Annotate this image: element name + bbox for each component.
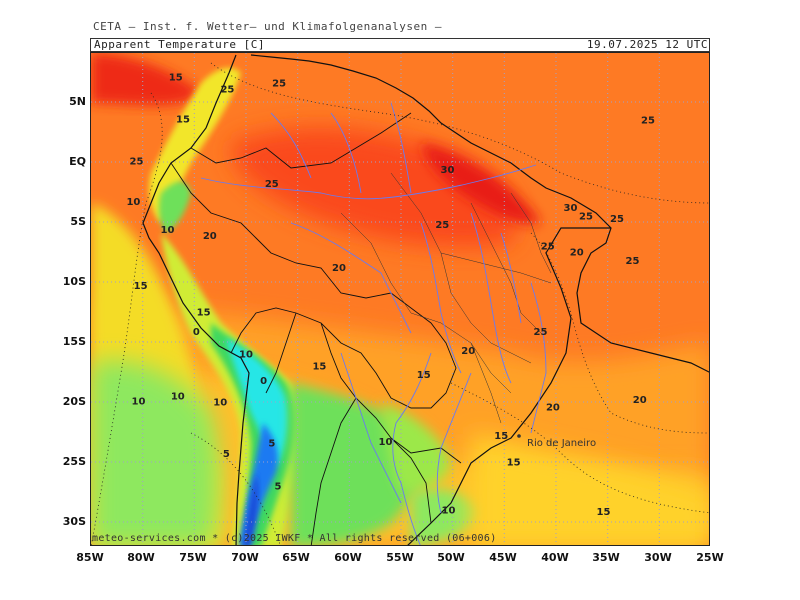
lat-label-30s: 30S — [62, 515, 86, 528]
contour-label: 25 — [626, 256, 640, 267]
contour-label: 5 — [223, 449, 230, 460]
temperature-field — [91, 53, 709, 545]
contour-label: 25 — [265, 179, 279, 190]
weather-map: 15 25 25 15 25 25 30 25 10 30 25 25 25 10 20 25 20 25 20 15… — [90, 52, 710, 546]
lon-label-40w: 40W — [541, 551, 569, 564]
city-label-rio: Rio de Janeiro — [527, 438, 596, 449]
andes-dark-blue — [243, 473, 259, 545]
contour-label: 10 — [379, 437, 393, 448]
isolines — [91, 62, 709, 545]
contour-label: 15 — [134, 281, 148, 292]
pacific-green — [91, 360, 219, 545]
state-borders — [340, 172, 552, 424]
lat-label-15s: 15S — [62, 335, 86, 348]
contour-label: 25 — [579, 212, 593, 223]
contour-label: 15 — [197, 308, 211, 319]
contour-label: 20 — [570, 248, 584, 259]
header-bar — [90, 38, 710, 52]
parameter-label: Apparent Temperature [C] — [94, 38, 265, 51]
contour-label: 20 — [461, 346, 475, 357]
lon-label-65w: 65W — [282, 551, 310, 564]
contour-label: 20 — [332, 263, 346, 274]
ecuador-green — [158, 181, 191, 233]
contour-label: 15 — [507, 458, 521, 469]
lat-label-eq: EQ — [69, 155, 86, 168]
contour-label: 10 — [171, 392, 185, 403]
contour-label: 30 — [441, 165, 455, 176]
lon-label-85w: 85W — [76, 551, 104, 564]
contour-label: 5 — [268, 438, 275, 449]
graticule — [91, 53, 709, 545]
contour-label: 25 — [272, 78, 286, 89]
contour-label: 25 — [610, 214, 624, 225]
contour-label: 15 — [176, 114, 190, 125]
contour-label: 10 — [161, 225, 175, 236]
contour-label: 5 — [275, 482, 282, 493]
contour-label: 0 — [193, 327, 200, 338]
lon-label-50w: 50W — [437, 551, 465, 564]
city-marker-rio: Rio de Janeiro — [517, 434, 596, 449]
contour-label: 15 — [597, 507, 611, 518]
contour-label: 10 — [239, 350, 253, 361]
lat-label-25s: 25S — [62, 455, 86, 468]
contour-label: 25 — [641, 116, 655, 127]
rivers — [200, 102, 547, 545]
city-dot — [517, 434, 521, 438]
contour-label: 20 — [203, 231, 217, 242]
lon-label-75w: 75W — [179, 551, 207, 564]
contour-label: 30 — [564, 203, 578, 214]
contour-label: 10 — [442, 506, 456, 517]
lat-label-5n: 5N — [69, 95, 86, 108]
contour-label: 0 — [260, 376, 267, 387]
lon-label-80w: 80W — [127, 551, 155, 564]
contour-label: 10 — [213, 398, 227, 409]
institute-title: CETA — Inst. f. Wetter— und Klimafolgena… — [93, 20, 443, 33]
lat-label-10s: 10S — [62, 275, 86, 288]
contour-label: 25 — [534, 327, 548, 338]
contour-label: 10 — [126, 197, 140, 208]
lon-label-45w: 45W — [489, 551, 517, 564]
contour-label: 15 — [417, 370, 431, 381]
lat-label-20s: 20S — [62, 395, 86, 408]
contour-label: 25 — [130, 156, 144, 167]
lon-label-55w: 55W — [386, 551, 414, 564]
contour-label: 15 — [169, 72, 183, 83]
contour-label: 25 — [541, 242, 555, 253]
lon-label-35w: 35W — [592, 551, 620, 564]
contour-label: 20 — [546, 402, 560, 413]
contour-label: 25 — [435, 220, 449, 231]
atlantic-yellow — [471, 433, 709, 545]
contour-label: 15 — [494, 431, 508, 442]
altiplano-cyan — [226, 338, 288, 468]
very-hot-coast — [421, 143, 541, 224]
country-borders — [170, 112, 462, 545]
coastline — [142, 54, 709, 545]
lon-label-30w: 30W — [644, 551, 672, 564]
copyright-footer: meteo-services.com * (c)2025 IWKF * All … — [92, 533, 497, 544]
south-brazil-green — [381, 403, 451, 493]
contour-label: 20 — [633, 395, 647, 406]
contour-label: 15 — [312, 362, 326, 373]
contour-label: 10 — [132, 396, 146, 407]
lat-label-5s: 5S — [70, 215, 86, 228]
contour-label: 25 — [220, 84, 234, 95]
lon-label-25w: 25W — [696, 551, 724, 564]
hot-pacific-north — [91, 53, 201, 106]
lon-label-70w: 70W — [231, 551, 259, 564]
lon-label-60w: 60W — [334, 551, 362, 564]
valid-time: 19.07.2025 12 UTC — [586, 38, 708, 51]
